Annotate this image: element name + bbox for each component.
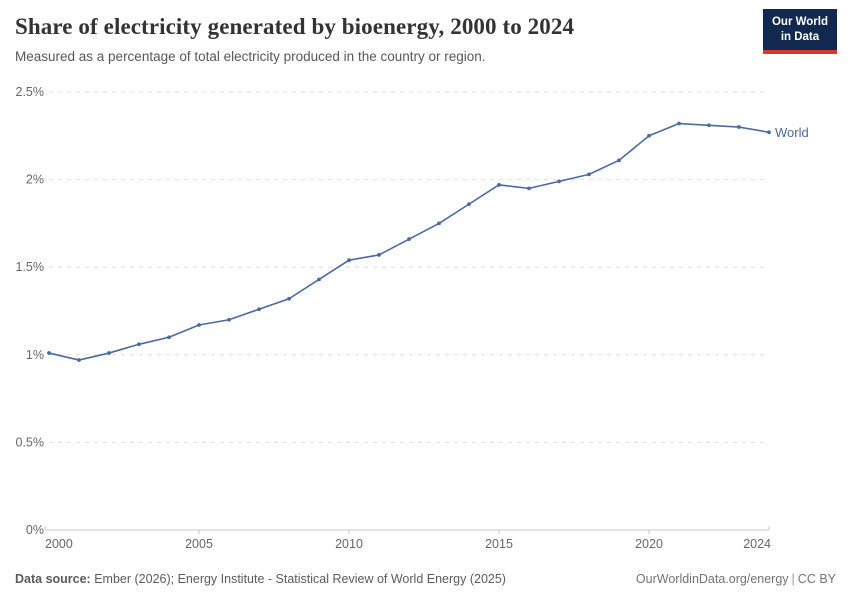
data-point[interactable] <box>47 351 51 355</box>
y-axis-tick-label: 1.5% <box>16 260 45 274</box>
data-point[interactable] <box>497 182 501 187</box>
chart-header: Share of electricity generated by bioene… <box>15 14 755 64</box>
y-axis-tick-label: 1% <box>26 348 44 362</box>
x-axis-tick-label: 2000 <box>45 537 73 551</box>
data-point[interactable] <box>77 358 81 362</box>
data-point[interactable] <box>137 342 141 347</box>
data-point[interactable] <box>587 172 591 177</box>
owid-logo[interactable]: Our World in Data <box>762 9 837 54</box>
cc-by-link[interactable]: CC BY <box>797 572 836 586</box>
data-point[interactable] <box>347 258 351 263</box>
footer-links: OurWorldinData.org/energy | CC BY <box>636 572 836 586</box>
data-source-label: Data source: <box>15 572 91 586</box>
data-point[interactable] <box>197 323 201 327</box>
x-axis-tick-label: 2024 <box>743 537 771 551</box>
x-axis-tick-label: 2020 <box>635 537 663 551</box>
data-point[interactable] <box>167 335 171 340</box>
world-line[interactable] <box>48 122 770 361</box>
data-point[interactable] <box>707 123 711 128</box>
chart-title: Share of electricity generated by bioene… <box>15 14 575 39</box>
owid-logo-line1: Our World <box>771 16 828 28</box>
data-point[interactable] <box>317 277 321 282</box>
data-point[interactable] <box>527 186 531 191</box>
data-point[interactable] <box>257 307 261 312</box>
data-point[interactable] <box>287 296 291 301</box>
data-point[interactable] <box>107 351 111 355</box>
x-axis-tick-label: 2005 <box>185 537 213 551</box>
data-point[interactable] <box>407 237 411 242</box>
data-point[interactable] <box>437 221 441 226</box>
y-axis-tick-label: 0% <box>26 523 44 537</box>
chart-footer: Data source: Ember (2026); Energy Instit… <box>15 572 836 586</box>
x-axis-tick-label: 2015 <box>485 537 513 551</box>
data-point[interactable] <box>677 121 681 126</box>
data-source: Data source: Ember (2026); Energy Instit… <box>15 572 506 586</box>
footer-separator: | <box>791 572 795 586</box>
data-point[interactable] <box>737 125 741 129</box>
y-axis-tick-label: 2% <box>26 173 44 187</box>
y-axis-tick-label: 2.5% <box>16 85 45 99</box>
x-axis-tick-label: 2010 <box>335 537 363 551</box>
data-source-text: Ember (2026); Energy Institute - Statist… <box>90 572 506 586</box>
data-point[interactable] <box>467 202 471 207</box>
chart-subtitle: Measured as a percentage of total electr… <box>15 49 486 65</box>
data-point[interactable] <box>557 179 561 184</box>
owid-url-link[interactable]: OurWorldinData.org/energy <box>635 572 789 586</box>
series-label[interactable]: World <box>775 125 809 140</box>
data-point[interactable] <box>647 133 651 138</box>
y-axis-tick-label: 0.5% <box>16 435 45 449</box>
data-point[interactable] <box>617 158 621 163</box>
owid-logo-line2: in Data <box>780 30 820 43</box>
data-point[interactable] <box>767 130 771 135</box>
data-point[interactable] <box>227 317 231 322</box>
data-point[interactable] <box>377 253 381 257</box>
